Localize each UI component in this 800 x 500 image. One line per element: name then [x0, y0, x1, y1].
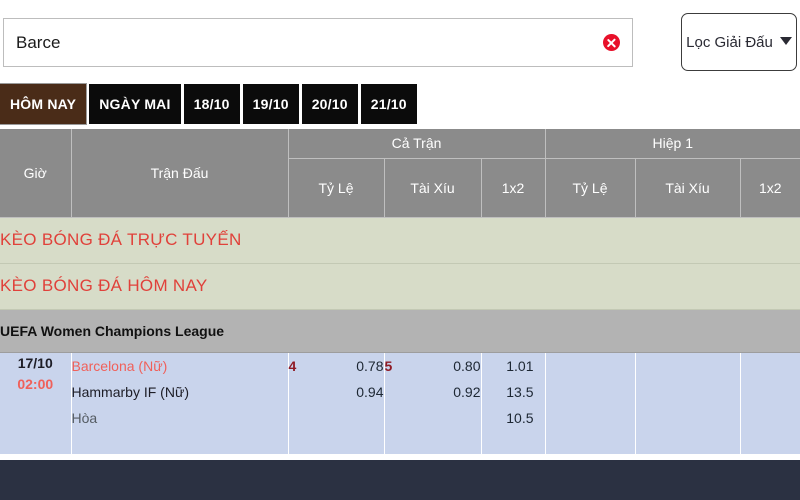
half-handicap-cell[interactable] — [545, 351, 636, 454]
full-handicap-cell[interactable]: 4 0.78 0.94 — [288, 351, 385, 454]
col-header-full-handicap[interactable]: Tỷ Lệ — [288, 158, 385, 218]
full-handicap-away-odd: 0.94 — [356, 383, 384, 400]
match-time-cell: 17/10 02:00 — [0, 351, 72, 454]
top-search-bar: Lọc Giải Đấu — [0, 0, 800, 80]
date-tab-5[interactable]: 21/10 — [360, 84, 417, 124]
col-header-half-1x2[interactable]: 1x2 — [740, 158, 800, 218]
full-under-line[interactable]: 0.92 — [385, 379, 481, 405]
bottom-nav-bar — [0, 460, 800, 500]
draw-label: Hòa — [71, 409, 98, 426]
col-header-time[interactable]: Giờ — [0, 129, 72, 218]
search-input[interactable] — [4, 19, 596, 66]
away-team-name[interactable]: Hammarby IF (Nữ) — [71, 383, 189, 400]
date-tab-4[interactable]: 20/10 — [301, 84, 358, 124]
full-overunder-line: 5 — [384, 357, 393, 374]
col-header-half-handicap[interactable]: Tỷ Lệ — [545, 158, 636, 218]
match-teams-cell: Barcelona (Nữ) Hammarby IF (Nữ) Hòa — [71, 351, 289, 454]
date-tab-label: HÔM NAY — [10, 96, 77, 112]
odds-table: Giờ Trận Đấu Cả Trận Hiệp 1 Tỷ Lệ Tài Xí… — [0, 129, 800, 454]
half-overunder-cell[interactable] — [635, 351, 741, 454]
full-1x2-away-odd[interactable]: 13.5 — [506, 383, 534, 400]
col-header-match[interactable]: Trận Đấu — [71, 129, 289, 218]
header-row-groups: Giờ Trận Đấu Cả Trận Hiệp 1 — [0, 129, 800, 218]
league-group-row[interactable]: UEFA Women Champions League — [0, 309, 800, 353]
date-tab-label: NGÀY MAI — [99, 96, 171, 112]
header-row-subs: Tỷ Lệ Tài Xíu 1x2 Tỷ Lệ Tài Xíu 1x2 — [0, 158, 800, 218]
date-tab-label: 21/10 — [370, 96, 407, 112]
date-tab-label: 20/10 — [311, 96, 348, 112]
clear-search-button[interactable] — [596, 19, 626, 66]
date-tab-1[interactable]: NGÀY MAI — [89, 84, 181, 124]
banner-label-today: KÈO BÓNG ĐÁ HÔM NAY — [0, 263, 800, 310]
match-kickoff-time: 02:00 — [17, 375, 54, 392]
clear-circle-x-icon — [602, 34, 620, 51]
col-group-header-full-match[interactable]: Cả Trận — [288, 129, 546, 159]
full-under-odd: 0.92 — [453, 383, 481, 400]
banner-label-live: KÈO BÓNG ĐÁ TRỰC TUYẾN — [0, 217, 800, 264]
chevron-down-icon — [779, 36, 792, 45]
col-header-half-overunder[interactable]: Tài Xíu — [635, 158, 741, 218]
table-row[interactable]: 17/10 02:00 Barcelona (Nữ) Hammarby IF (… — [0, 351, 800, 454]
league-filter-dropdown[interactable]: Lọc Giải Đấu — [681, 13, 797, 71]
odds-table-head: Giờ Trận Đấu Cả Trận Hiệp 1 Tỷ Lệ Tài Xí… — [0, 129, 800, 218]
full-over-odd: 0.80 — [453, 357, 481, 374]
banner-row-today[interactable]: KÈO BÓNG ĐÁ HÔM NAY — [0, 263, 800, 310]
full-1x2-home-odd[interactable]: 1.01 — [506, 357, 534, 374]
date-tab-label: 19/10 — [252, 96, 289, 112]
full-handicap-home-line[interactable]: 4 0.78 — [289, 353, 384, 379]
date-tab-2[interactable]: 18/10 — [183, 84, 240, 124]
col-header-full-1x2[interactable]: 1x2 — [481, 158, 546, 218]
full-handicap-away-line[interactable]: 0.94 — [289, 379, 384, 405]
home-team-name[interactable]: Barcelona (Nữ) — [71, 357, 168, 374]
full-1x2-draw-odd[interactable]: 10.5 — [506, 409, 534, 426]
league-filter-label: Lọc Giải Đấu — [686, 33, 773, 51]
date-tab-3[interactable]: 19/10 — [242, 84, 299, 124]
date-tab-0[interactable]: HÔM NAY — [0, 84, 87, 124]
full-overunder-cell[interactable]: 5 0.80 0.92 — [384, 351, 482, 454]
col-header-full-overunder[interactable]: Tài Xíu — [384, 158, 482, 218]
full-handicap-home-odd: 0.78 — [356, 357, 384, 374]
date-tab-label: 18/10 — [193, 96, 230, 112]
full-1x2-cell[interactable]: 1.01 13.5 10.5 — [481, 351, 546, 454]
full-over-line[interactable]: 5 0.80 — [385, 353, 481, 379]
col-group-header-first-half[interactable]: Hiệp 1 — [545, 129, 800, 159]
odds-table-body: KÈO BÓNG ĐÁ TRỰC TUYẾN KÈO BÓNG ĐÁ HÔM N… — [0, 217, 800, 454]
full-handicap-line: 4 — [288, 357, 297, 374]
match-date: 17/10 — [17, 354, 53, 371]
search-box[interactable] — [3, 18, 633, 67]
half-1x2-cell[interactable] — [740, 351, 800, 454]
league-name: UEFA Women Champions League — [0, 309, 800, 353]
date-tab-strip: HÔM NAY NGÀY MAI 18/10 19/10 20/10 21/10 — [0, 84, 420, 124]
banner-row-live[interactable]: KÈO BÓNG ĐÁ TRỰC TUYẾN — [0, 217, 800, 264]
